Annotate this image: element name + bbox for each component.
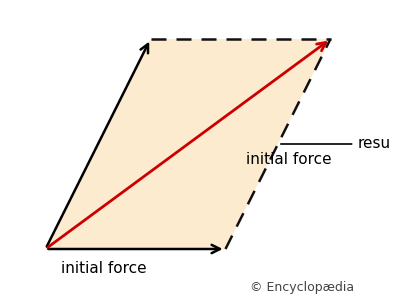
Polygon shape — [46, 39, 330, 249]
Text: initial force: initial force — [246, 152, 332, 166]
Text: initial force: initial force — [60, 261, 146, 276]
Text: © Encyclopædia: © Encyclopædia — [250, 281, 354, 294]
Text: resu: resu — [358, 136, 391, 152]
